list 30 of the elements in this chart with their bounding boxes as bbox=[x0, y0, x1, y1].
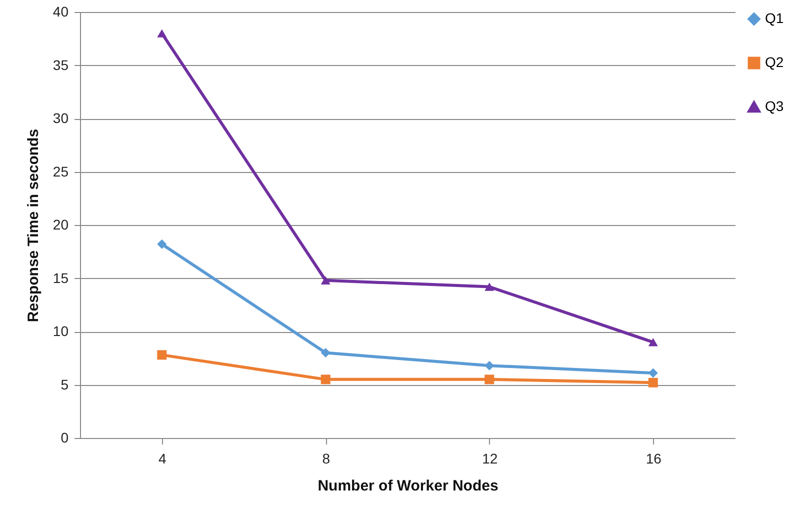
point bbox=[320, 276, 330, 284]
point bbox=[484, 360, 494, 370]
y-tick-label: 10 bbox=[52, 323, 69, 339]
x-axis-title: Number of Worker Nodes bbox=[318, 478, 498, 494]
legend-label: Q3 bbox=[765, 98, 784, 114]
point bbox=[484, 282, 494, 291]
y-tick-label: 35 bbox=[52, 56, 69, 73]
point bbox=[157, 350, 167, 360]
y-tick-label: 20 bbox=[52, 216, 69, 232]
y-tick-label: 30 bbox=[52, 110, 69, 126]
point bbox=[648, 378, 658, 388]
point bbox=[484, 374, 494, 384]
y-axis-title: Response Time in seconds bbox=[24, 128, 42, 322]
y-tick-label: 5 bbox=[60, 376, 69, 392]
y-tick-label: 25 bbox=[52, 163, 69, 180]
y-tick-label: 15 bbox=[52, 270, 69, 286]
x-tick-label: 16 bbox=[646, 450, 662, 466]
y-tick-label: 0 bbox=[60, 430, 69, 446]
point bbox=[157, 239, 167, 249]
x-tick-label: 4 bbox=[158, 450, 166, 466]
legend-label: Q1 bbox=[765, 10, 784, 26]
point bbox=[320, 374, 330, 384]
legend-label: Q2 bbox=[765, 54, 784, 70]
x-tick-label: 12 bbox=[482, 450, 498, 466]
point bbox=[157, 29, 167, 38]
point bbox=[320, 348, 330, 358]
point bbox=[648, 338, 658, 346]
y-tick-label: 40 bbox=[52, 4, 69, 20]
point bbox=[648, 368, 658, 378]
x-tick-label: 8 bbox=[322, 450, 330, 466]
